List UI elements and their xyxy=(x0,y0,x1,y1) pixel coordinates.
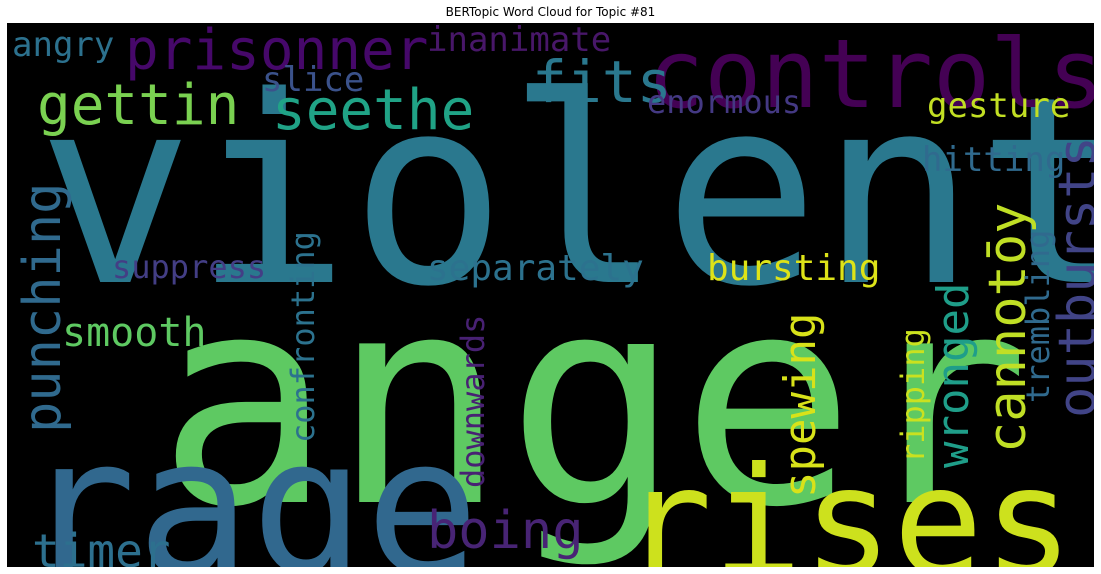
word-27: downwards xyxy=(454,314,492,488)
word-7: angry xyxy=(12,25,115,65)
word-6: inanimate xyxy=(427,23,612,60)
word-17: suppress xyxy=(112,248,267,286)
word-18: separately xyxy=(427,248,644,289)
word-16: punching xyxy=(13,182,73,433)
word-1: anger xyxy=(157,234,1030,567)
word-2: rage xyxy=(22,397,480,568)
word-28: boing xyxy=(427,501,584,561)
word-24: trembling xyxy=(1019,229,1057,403)
word-3: rises xyxy=(622,436,1074,567)
word-12: enormous xyxy=(647,83,802,121)
word-9: gettin xyxy=(37,73,240,138)
word-5: prisonner xyxy=(125,23,429,83)
word-19: bursting xyxy=(707,248,881,289)
word-29: timer xyxy=(32,524,171,567)
word-23: wronged xyxy=(928,282,979,468)
word-21: smooth xyxy=(62,310,207,356)
word-cloud-canvas: violent anger rage rises controls prisonner in… xyxy=(7,23,1094,567)
word-8: fits xyxy=(532,48,672,116)
word-25: spewing xyxy=(775,312,826,498)
word-4: controls xyxy=(647,23,1094,130)
word-10: seethe xyxy=(272,78,475,143)
word-13: gesture xyxy=(927,86,1071,126)
word-0: violent xyxy=(37,42,1094,344)
word-26: ripping xyxy=(894,328,932,463)
word-14: hitting xyxy=(922,140,1066,180)
word-15: outbursts xyxy=(1048,136,1094,418)
word-22: confronting xyxy=(284,231,322,443)
chart-title: BERTopic Word Cloud for Topic #81 xyxy=(445,5,656,19)
word-11: slice xyxy=(262,60,365,100)
